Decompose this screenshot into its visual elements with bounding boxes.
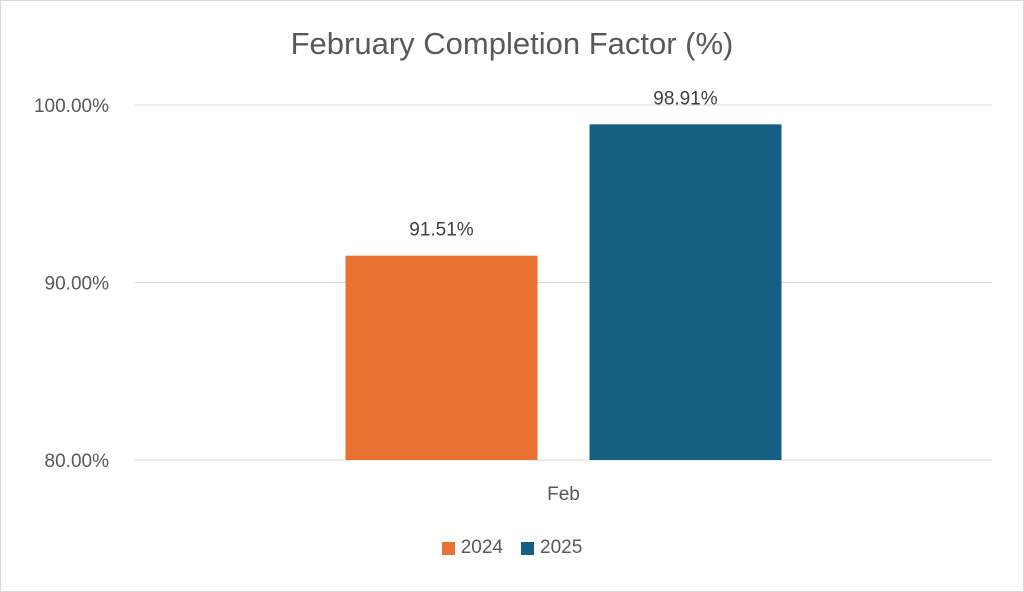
legend-swatch-2024 — [441, 541, 455, 555]
legend: 2024 2025 — [0, 537, 1024, 559]
legend-item-2025: 2025 — [521, 537, 582, 559]
chart-title: February Completion Factor (%) — [290, 26, 734, 61]
y-tick-label: 100.00% — [34, 96, 109, 117]
data-label-2024: 91.51% — [409, 220, 474, 241]
x-tick-label: Feb — [547, 484, 580, 505]
legend-item-2024: 2024 — [441, 537, 503, 559]
data-label-2025: 98.91% — [653, 88, 718, 109]
y-tick-label: 80.00% — [45, 451, 110, 472]
bar-2024 — [345, 255, 538, 460]
legend-label-2025: 2025 — [540, 537, 583, 558]
y-tick-label: 90.00% — [45, 274, 110, 295]
legend-label-2024: 2024 — [460, 537, 503, 558]
legend-swatch-2025 — [521, 541, 534, 555]
bar-2025 — [589, 124, 782, 460]
